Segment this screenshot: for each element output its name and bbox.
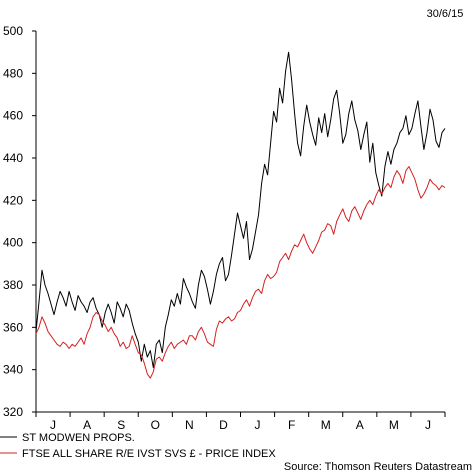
x-tick-label-3: O <box>151 418 160 432</box>
x-tick-label-6: J <box>255 418 261 432</box>
x-tick-label-10: M <box>389 418 399 432</box>
y-tick-label-460: 460 <box>3 109 23 123</box>
x-tick-label-8: M <box>321 418 331 432</box>
source-label: Source: Thomson Reuters Datastream <box>284 461 472 473</box>
y-tick-label-500: 500 <box>3 24 23 38</box>
x-tick-label-2: S <box>117 418 125 432</box>
y-tick-label-480: 480 <box>3 66 23 80</box>
x-tick-label-0: J <box>50 418 56 432</box>
x-tick-label-1: A <box>83 418 91 432</box>
x-tick-label-9: A <box>356 418 364 432</box>
x-tick-label-4: N <box>185 418 194 432</box>
y-tick-label-400: 400 <box>3 236 23 250</box>
x-tick-label-11: J <box>425 418 431 432</box>
plot-area: 320 340 360 380 400 420 440 460 480 500 J A S O N D J F M A… <box>3 24 446 432</box>
legend-label-ftse-all-share: FTSE ALL SHARE R/E IVST SVS £ - PRICE IN… <box>22 448 276 460</box>
y-tick-label-320: 320 <box>3 405 23 419</box>
y-tick-label-340: 340 <box>3 363 23 377</box>
date-label: 30/6/15 <box>427 8 464 20</box>
y-tick-label-380: 380 <box>3 278 23 292</box>
x-tick-label-5: D <box>219 418 228 432</box>
y-tick-label-360: 360 <box>3 320 23 334</box>
y-tick-label-420: 420 <box>3 193 23 207</box>
series-line-0 <box>35 51 446 369</box>
legend: ST MODWEN PROPS. FTSE ALL SHARE R/E IVST… <box>0 432 276 460</box>
legend-label-st-modwen: ST MODWEN PROPS. <box>22 432 135 444</box>
x-tick-label-7: F <box>288 418 295 432</box>
y-tick-label-440: 440 <box>3 151 23 165</box>
series-line-1 <box>35 166 446 379</box>
